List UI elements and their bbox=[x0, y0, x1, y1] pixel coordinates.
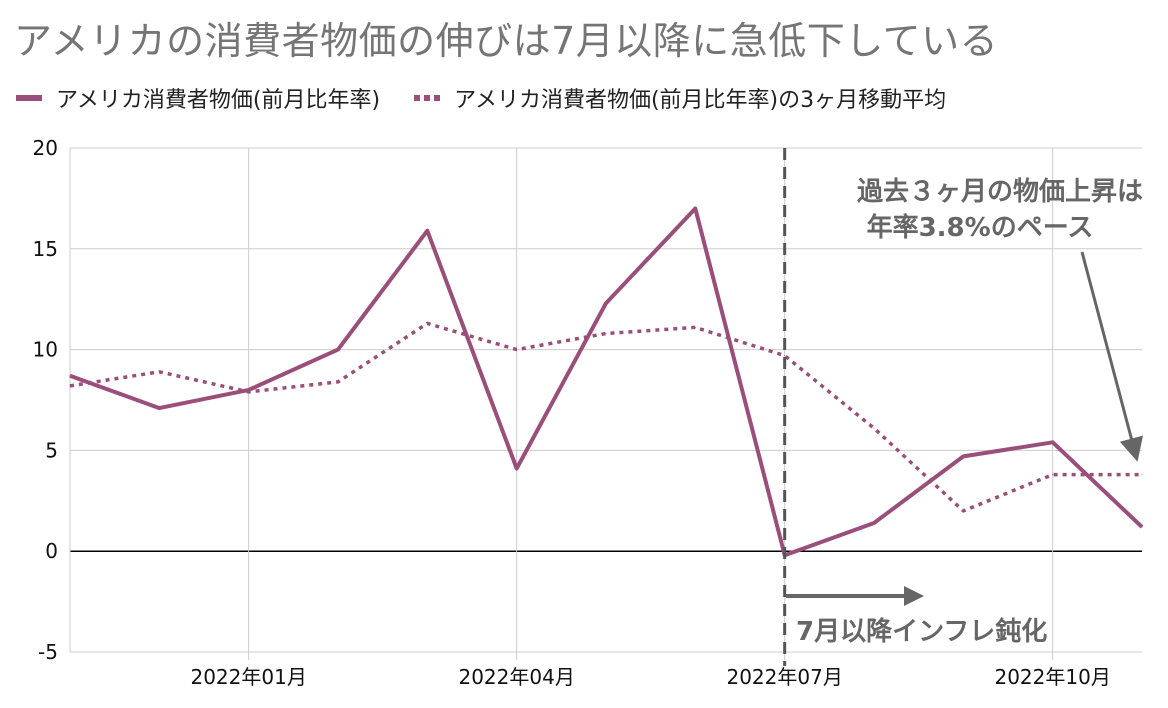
point-cpi-ma bbox=[784, 355, 786, 357]
legend-label-cpi-ma: アメリカ消費者物価(前月比年率)の3ヶ月移動平均 bbox=[454, 88, 947, 113]
x-tick-label: 2022年04月 bbox=[458, 665, 574, 689]
y-tick-label: 15 bbox=[33, 237, 58, 261]
x-tick-label: 2022年07月 bbox=[726, 665, 842, 689]
y-tick-label: 20 bbox=[33, 136, 58, 160]
point-cpi bbox=[69, 375, 71, 377]
point-cpi bbox=[1052, 441, 1054, 443]
annotation-recent-pace-line2: 年率3.8%のペース bbox=[867, 212, 1094, 243]
point-cpi-ma bbox=[962, 510, 964, 512]
point-cpi-ma bbox=[873, 427, 875, 429]
point-cpi bbox=[962, 455, 964, 457]
y-tick-label: 5 bbox=[45, 438, 58, 462]
point-cpi bbox=[873, 522, 875, 524]
point-cpi bbox=[605, 302, 607, 304]
point-cpi bbox=[426, 230, 428, 232]
chart-title: アメリカの消費者物価の伸びは7月以降に急低下している bbox=[14, 19, 999, 63]
point-cpi-ma bbox=[1141, 474, 1143, 476]
point-cpi-ma bbox=[605, 332, 607, 334]
point-cpi bbox=[1141, 526, 1143, 528]
x-tick-label: 2022年01月 bbox=[190, 665, 306, 689]
point-cpi-ma bbox=[69, 385, 71, 387]
point-cpi-ma bbox=[1052, 474, 1054, 476]
y-tick-label: 0 bbox=[45, 539, 58, 563]
legend: アメリカ消費者物価(前月比年率) アメリカ消費者物価(前月比年率)の3ヶ月移動平… bbox=[16, 80, 980, 116]
legend-swatch-solid bbox=[16, 95, 42, 101]
x-tick-label: 2022年10月 bbox=[994, 665, 1110, 689]
legend-label-cpi: アメリカ消費者物価(前月比年率) bbox=[56, 88, 381, 113]
annotation-inflation-slowdown: 7月以降インフレ鈍化 bbox=[796, 616, 1047, 647]
y-tick-label: 10 bbox=[33, 338, 58, 362]
point-cpi-ma bbox=[248, 391, 250, 393]
legend-swatch-dotted bbox=[414, 95, 441, 101]
legend-item-cpi-ma: アメリカ消費者物価(前月比年率)の3ヶ月移動平均 bbox=[414, 82, 946, 114]
point-cpi-ma bbox=[694, 326, 696, 328]
point-cpi bbox=[694, 207, 696, 209]
point-cpi-ma bbox=[426, 322, 428, 324]
legend-item-cpi: アメリカ消費者物価(前月比年率) bbox=[16, 82, 380, 114]
point-cpi bbox=[158, 407, 160, 409]
annotation-recent-pace-line1: 過去３ヶ月の物価上昇は bbox=[857, 177, 1143, 207]
series-cpi-ma-line bbox=[69, 321, 1142, 513]
point-cpi-ma bbox=[158, 371, 160, 373]
point-cpi-ma bbox=[516, 349, 518, 351]
point-cpi bbox=[337, 349, 339, 351]
annotation-arrow-down bbox=[1080, 251, 1143, 462]
point-cpi-ma bbox=[337, 381, 339, 383]
point-cpi bbox=[516, 468, 518, 470]
y-tick-label: -5 bbox=[38, 640, 58, 664]
